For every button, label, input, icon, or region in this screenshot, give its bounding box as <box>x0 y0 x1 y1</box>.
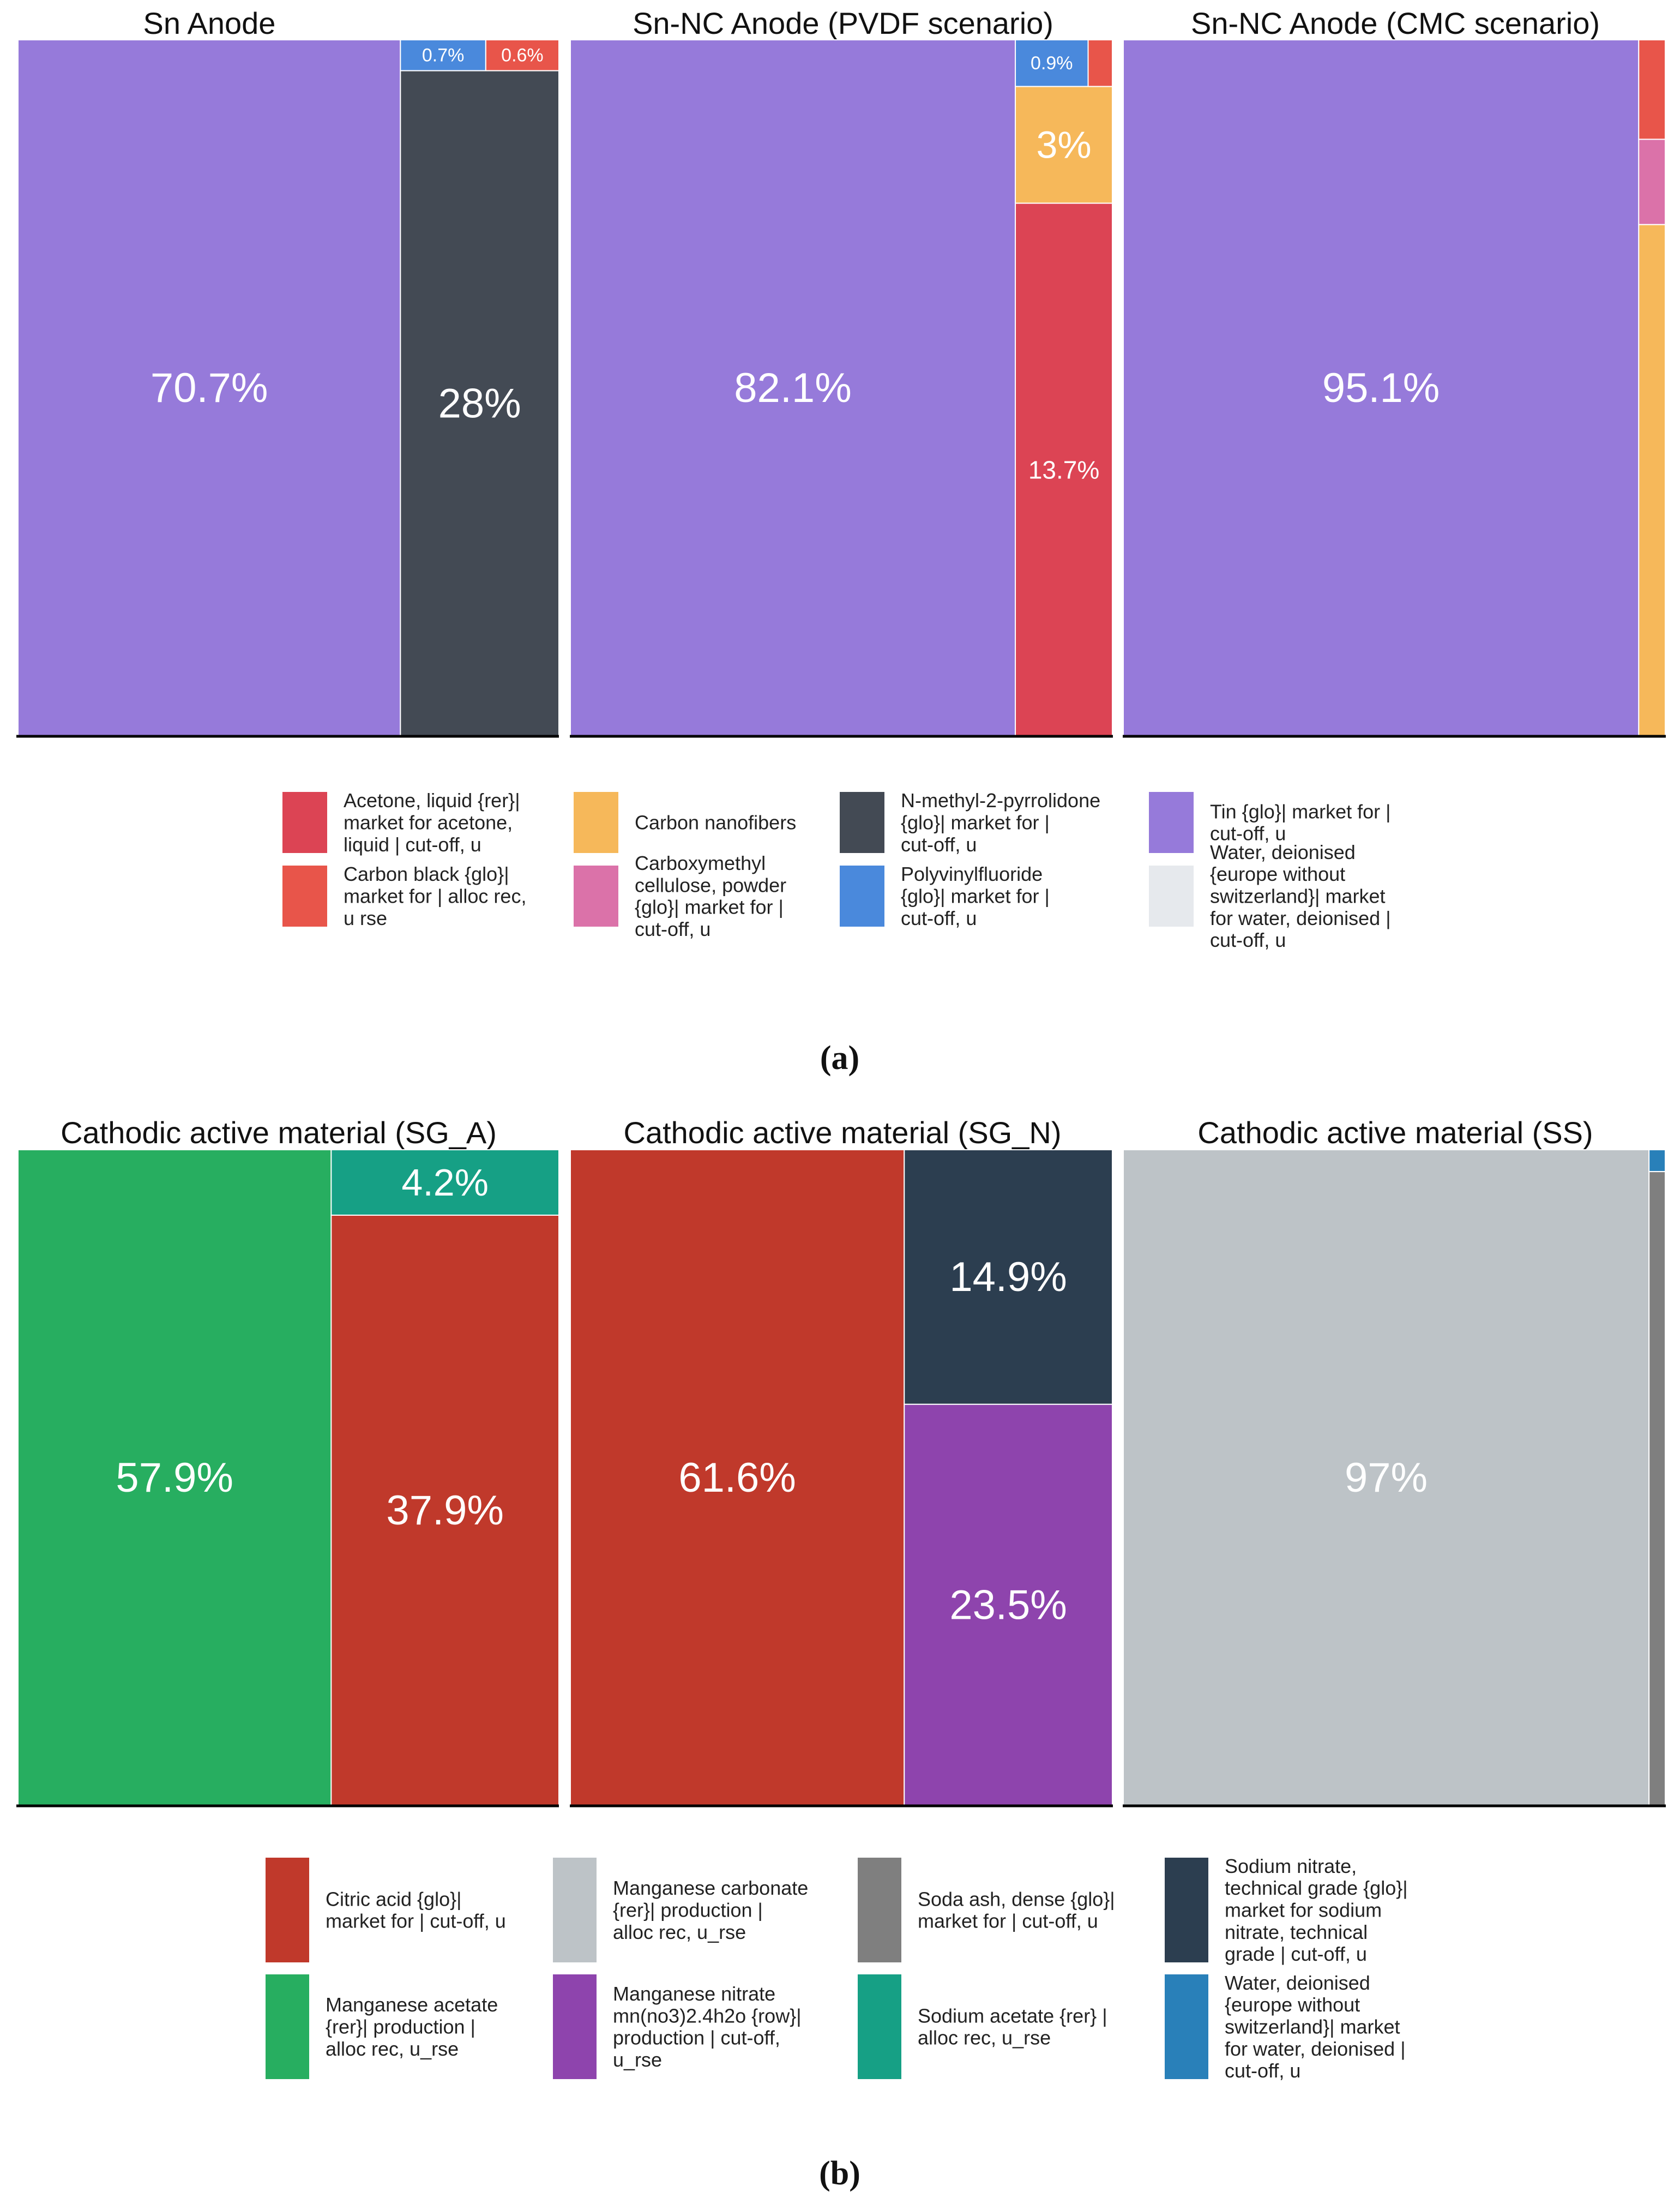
tile-value-label: 57.9% <box>116 1455 233 1501</box>
legend-label: Manganese nitrate mn(no3)2.4h2o {row}| pro… <box>613 1983 802 2071</box>
tile-value-label: 4.2% <box>401 1161 489 1204</box>
tile-value-label: 70.7% <box>150 365 268 411</box>
tile-value-label: 3% <box>1036 124 1091 166</box>
chart-title: Sn-NC Anode (PVDF scenario) <box>633 6 1053 40</box>
legend-swatch <box>574 792 618 853</box>
treemap-tile <box>1638 39 1666 140</box>
chart-title: Cathodic active material (SS) <box>1197 1115 1593 1150</box>
legend-label: Sodium acetate {rer} | alloc rec, u_rse <box>918 2004 1107 2049</box>
panel-baselines <box>16 735 1666 1807</box>
legend-label: Manganese acetate {rer}| production | allo… <box>326 1993 498 2060</box>
tile-value-label: 82.1% <box>734 365 852 411</box>
treemap-tile <box>904 1149 1113 1405</box>
part-b-caption: (b) <box>819 2155 860 2192</box>
legend-swatch <box>858 1858 901 1962</box>
tile-value-label: 37.9% <box>386 1487 504 1534</box>
tile-value-label: 61.6% <box>678 1455 796 1501</box>
treemap-tile <box>17 39 401 737</box>
legend-swatch <box>266 1858 309 1962</box>
treemap-tile <box>1648 1149 1666 1173</box>
treemap-tile <box>1015 202 1113 737</box>
treemap-tile <box>1123 39 1640 737</box>
treemap-tile <box>17 1149 332 1806</box>
part-a-caption: (a) <box>820 1040 859 1077</box>
tile-value-label: 97% <box>1345 1455 1428 1501</box>
chart-title: Cathodic active material (SG_A) <box>61 1115 497 1150</box>
treemap-tile <box>570 39 1016 737</box>
legend-label: Soda ash, dense {glo}| market for | cut-o… <box>918 1888 1115 1932</box>
treemap-tile <box>1015 86 1113 204</box>
treemap-tile <box>1638 224 1666 737</box>
tile-value-label: 14.9% <box>949 1254 1067 1300</box>
legend-label: Carbon black {glo}| market for | alloc re… <box>344 863 526 929</box>
treemap-tile <box>330 1215 559 1806</box>
legend-swatch <box>1165 1974 1208 2079</box>
treemap-tile <box>570 1149 905 1806</box>
tile-value-label: 23.5% <box>949 1582 1067 1628</box>
legend-swatch <box>574 866 618 927</box>
treemap-tile <box>485 39 559 71</box>
tile-value-label: 13.7% <box>1028 455 1099 484</box>
legend-b: Citric acid {glo}| market for | cut-off, … <box>266 1855 1408 2082</box>
legend-label: Tin {glo}| market for | cut-off, u <box>1210 800 1391 844</box>
treemap-tile <box>1648 1171 1666 1807</box>
legend-swatch <box>840 866 884 927</box>
chart-title: Cathodic active material (SG_N) <box>624 1115 1062 1150</box>
legend-label: Polyvinylfluoride {glo}| market for | cut-… <box>901 863 1050 929</box>
tile-value-label: 0.7% <box>422 45 465 65</box>
chart-title: Sn-NC Anode (CMC scenario) <box>1191 6 1600 40</box>
legend-label: Acetone, liquid {rer}| market for acetone… <box>344 789 520 856</box>
legend-label: N-methyl-2-pyrrolidone {glo}| market for … <box>901 789 1100 856</box>
legend-swatch <box>553 1974 597 2079</box>
legend-swatch <box>282 866 327 927</box>
treemap-tile <box>1123 1149 1650 1806</box>
legend-a: Acetone, liquid {rer}| market for acetone… <box>282 789 1391 951</box>
legend-swatch <box>840 792 884 853</box>
legend-label: Citric acid {glo}| market for | cut-off, … <box>326 1888 506 1932</box>
treemap-tile <box>1087 39 1113 87</box>
legend-label: Water, deionised {europe without switzerla… <box>1210 841 1391 951</box>
treemap-tile <box>1638 139 1666 225</box>
legend-swatch <box>553 1858 597 1962</box>
legend-label: Manganese carbonate {rer}| production | al… <box>613 1877 808 1943</box>
treemap-tile <box>400 39 486 71</box>
legend-label: Carboxymethyl cellulose, powder {glo}| mar… <box>635 852 786 940</box>
legend-swatch <box>266 1974 309 2079</box>
treemap-marks: 70.7% 0.7% 0.6% 28% 82.1% 0.9% 3% 13.7% 95.1% 57.… <box>17 39 1666 1807</box>
treemap-tile <box>904 1403 1113 1806</box>
chart-title: Sn Anode <box>143 6 276 40</box>
legend-label: Sodium nitrate, technical grade {glo}| mar… <box>1225 1855 1408 1965</box>
legend-swatch <box>1165 1858 1208 1962</box>
treemap-tile <box>400 70 559 737</box>
legend-label: Carbon nanofibers <box>635 812 796 834</box>
legend-label: Water, deionised {europe without switzerla… <box>1225 1972 1406 2082</box>
tile-value-label: 95.1% <box>1322 365 1440 411</box>
tile-value-label: 28% <box>438 380 521 427</box>
legend-swatch <box>1149 866 1194 927</box>
legend-swatch <box>858 1974 901 2079</box>
tile-value-label: 0.6% <box>501 45 544 65</box>
legend-swatch <box>282 792 327 853</box>
legend-swatch <box>1149 792 1194 853</box>
tile-value-label: 0.9% <box>1031 53 1073 74</box>
